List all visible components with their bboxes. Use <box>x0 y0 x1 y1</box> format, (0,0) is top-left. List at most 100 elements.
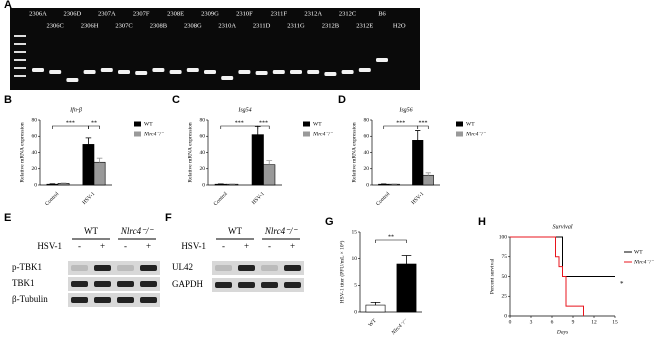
group-label: WT <box>228 226 242 236</box>
significance-bracket <box>88 125 100 129</box>
lane-label: 2312A <box>304 10 322 17</box>
x-tick-label: Control <box>375 191 391 207</box>
gel-band <box>376 58 388 62</box>
gel-image <box>10 8 420 90</box>
lane-label: 2306A <box>29 10 47 17</box>
panel-label: F <box>165 212 172 224</box>
gel-band <box>221 76 234 80</box>
lane-label: 2306C <box>47 22 64 29</box>
error-bar <box>370 302 381 306</box>
sign-label: - <box>124 241 127 251</box>
gel-band <box>238 70 251 74</box>
legend-swatch <box>456 131 463 137</box>
significance-bracket <box>383 125 419 129</box>
x-tick-label: Control <box>44 191 60 207</box>
y-tick-label: 100 <box>499 234 508 240</box>
survival-curve <box>510 236 584 316</box>
row-label: GAPDH <box>172 279 204 289</box>
y-tick-label: 40 <box>32 150 38 156</box>
treatment-label: HSV-1 <box>37 241 62 251</box>
lane-label: 2308E <box>167 10 184 17</box>
lane-label: B6 <box>378 10 386 17</box>
y-tick-label: 80 <box>364 117 370 123</box>
error-bar <box>85 137 92 145</box>
bar <box>412 140 424 186</box>
gel-band <box>255 71 268 75</box>
x-tick-label: HSV-1 <box>251 191 266 206</box>
blot-band <box>261 265 278 271</box>
ladder-band <box>14 35 26 37</box>
blot-band <box>71 281 88 287</box>
blot-band <box>94 281 111 287</box>
bar <box>93 161 106 186</box>
x-tick-label: 15 <box>612 319 618 325</box>
significance-bracket <box>257 125 270 129</box>
ladder-band <box>14 67 26 69</box>
x-tick-label: 9 <box>572 319 575 325</box>
blot-strip <box>68 293 160 307</box>
bar <box>422 174 434 186</box>
panel-label: H <box>478 216 486 228</box>
legend-swatch <box>134 131 141 137</box>
bar <box>57 183 70 186</box>
lane-label: 2309G <box>201 10 219 17</box>
y-axis-label: Relative mRNA expression <box>187 122 193 182</box>
y-axis-label: Percent survival <box>489 258 495 294</box>
legend-label: WT <box>313 121 322 127</box>
y-tick-label: 40 <box>364 150 370 156</box>
blot-strip <box>68 277 160 291</box>
gel-band <box>118 70 130 74</box>
x-tick-label: 12 <box>591 319 597 325</box>
blot-band <box>284 282 301 288</box>
x-tick-label: WT <box>368 318 379 329</box>
gel-band <box>272 70 285 74</box>
gel-band <box>32 68 44 72</box>
group-label: Nlrc4⁻/⁻ <box>120 226 154 236</box>
gel-band <box>358 68 371 72</box>
legend-swatch <box>134 121 141 127</box>
x-tick-label: HSV-1 <box>410 191 425 206</box>
sign-label: + <box>244 241 249 251</box>
panel-label: G <box>325 216 334 228</box>
legend-swatch <box>456 121 463 127</box>
sign-label: - <box>222 241 225 251</box>
ladder-band <box>14 51 26 53</box>
blot-band <box>261 282 278 288</box>
ladder-band <box>14 59 26 61</box>
x-tick-label: 3 <box>530 319 533 325</box>
y-tick-label: 80 <box>200 117 206 123</box>
legend-label: Nlrc4⁻/⁻ <box>633 258 655 265</box>
lane-label: 2306D <box>64 10 82 17</box>
gel-band <box>290 70 302 74</box>
gel-band <box>135 71 148 75</box>
ladder-band <box>14 75 26 77</box>
lane-label: 2307A <box>98 10 116 17</box>
y-tick-label: 5 <box>354 283 357 289</box>
significance-label: ** <box>388 234 394 240</box>
error-bar <box>425 172 431 176</box>
legend-label: WT <box>144 121 153 127</box>
ladder-band <box>14 43 26 45</box>
x-tick-label: Control <box>213 191 229 207</box>
significance-label: *** <box>419 120 428 126</box>
bar <box>251 134 264 186</box>
significance-bracket <box>375 239 407 243</box>
blot-band <box>238 282 255 288</box>
blot-band <box>140 265 157 271</box>
sign-label: + <box>146 241 151 251</box>
y-tick-label: 10 <box>352 256 358 262</box>
error-bar <box>96 157 103 163</box>
y-tick-label: 20 <box>32 166 38 172</box>
gel-band <box>169 70 182 74</box>
error-bar <box>415 130 421 141</box>
blot-band <box>117 265 134 271</box>
error-bar <box>401 255 412 264</box>
panel-label: B <box>4 94 12 106</box>
sign-label: + <box>100 241 105 251</box>
bar <box>396 263 417 313</box>
lane-label: 2306H <box>81 22 99 29</box>
gel-band <box>66 78 79 82</box>
blot-band <box>117 281 134 287</box>
legend-label: Nlrc4⁻/⁻ <box>143 130 165 137</box>
